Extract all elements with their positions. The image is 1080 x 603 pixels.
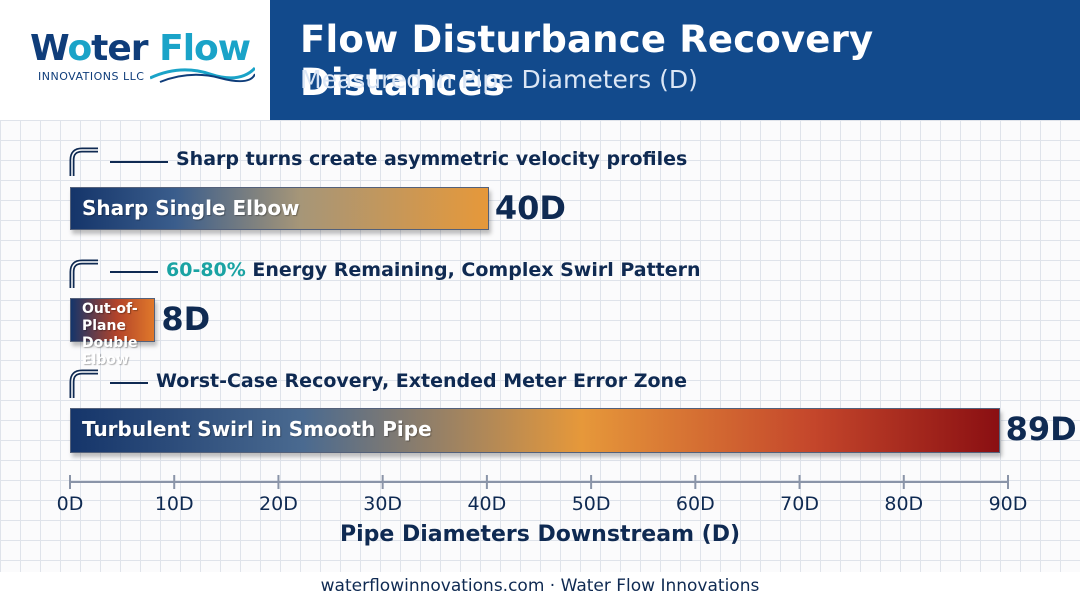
annotation-1: Sharp turns create asymmetric velocity p… — [176, 148, 688, 170]
logo-subtitle: INNOVATIONS LLC — [38, 70, 145, 83]
pipe-elbow-icon — [69, 147, 98, 176]
pipe-elbow-icon — [69, 369, 98, 398]
x-axis-tick-label: 20D — [259, 493, 298, 515]
x-axis-tick-label: 0D — [56, 493, 84, 515]
header: Woter Flow INNOVATIONS LLC Flow Disturba… — [0, 0, 1080, 120]
bar — [70, 187, 489, 230]
pipe-elbow-icon — [69, 259, 98, 288]
x-axis-tick-label: 60D — [675, 493, 715, 515]
title-band — [270, 0, 1080, 120]
x-axis-label: Pipe Diameters Downstream (D) — [339, 522, 741, 547]
annotation-2-text: Energy Remaining, Complex Swirl Pattern — [245, 259, 701, 281]
annotation-leader — [110, 161, 168, 163]
bar-value-label: 40D — [494, 189, 566, 227]
bar-category-label: Turbulent Swirl in Smooth Pipe — [82, 417, 432, 441]
footer-text: waterflowinnovations.com · Water Flow In… — [320, 576, 760, 596]
x-axis-tick-label: 70D — [780, 493, 819, 515]
page-subtitle: Measured in Pipe Diameters (D) — [300, 65, 698, 94]
bar — [70, 298, 156, 342]
bar — [70, 408, 1000, 453]
x-axis-tick-label: 90D — [988, 493, 1028, 515]
annotation-leader — [110, 271, 158, 273]
annotation-3: Worst-Case Recovery, Extended Meter Erro… — [156, 370, 687, 392]
x-axis-tick-label: 50D — [571, 493, 611, 515]
bar-category-label: Out-of-Plane Double Elbow — [82, 301, 138, 368]
x-axis-tick-label: 30D — [363, 493, 403, 515]
x-axis-tick-label: 10D — [154, 493, 194, 515]
x-axis-tick-label: 40D — [467, 493, 507, 515]
annotation-2-highlight: 60-80% — [166, 259, 246, 281]
annotation-2: 60-80% Energy Remaining, Complex Swirl P… — [166, 259, 701, 281]
bar-category-label: Sharp Single Elbow — [82, 196, 300, 220]
footer — [0, 572, 1080, 603]
annotation-leader — [110, 382, 148, 384]
bar-value-label: 89D — [1005, 410, 1077, 448]
logo: Woter Flow INNOVATIONS LLC — [0, 0, 270, 120]
page-title: Flow Disturbance Recovery Distances — [300, 18, 874, 104]
bar-value-label: 8D — [161, 300, 211, 338]
logo-wordmark: Woter Flow — [30, 28, 251, 69]
wave-icon — [150, 66, 255, 83]
x-axis-tick-label: 80D — [884, 493, 924, 515]
